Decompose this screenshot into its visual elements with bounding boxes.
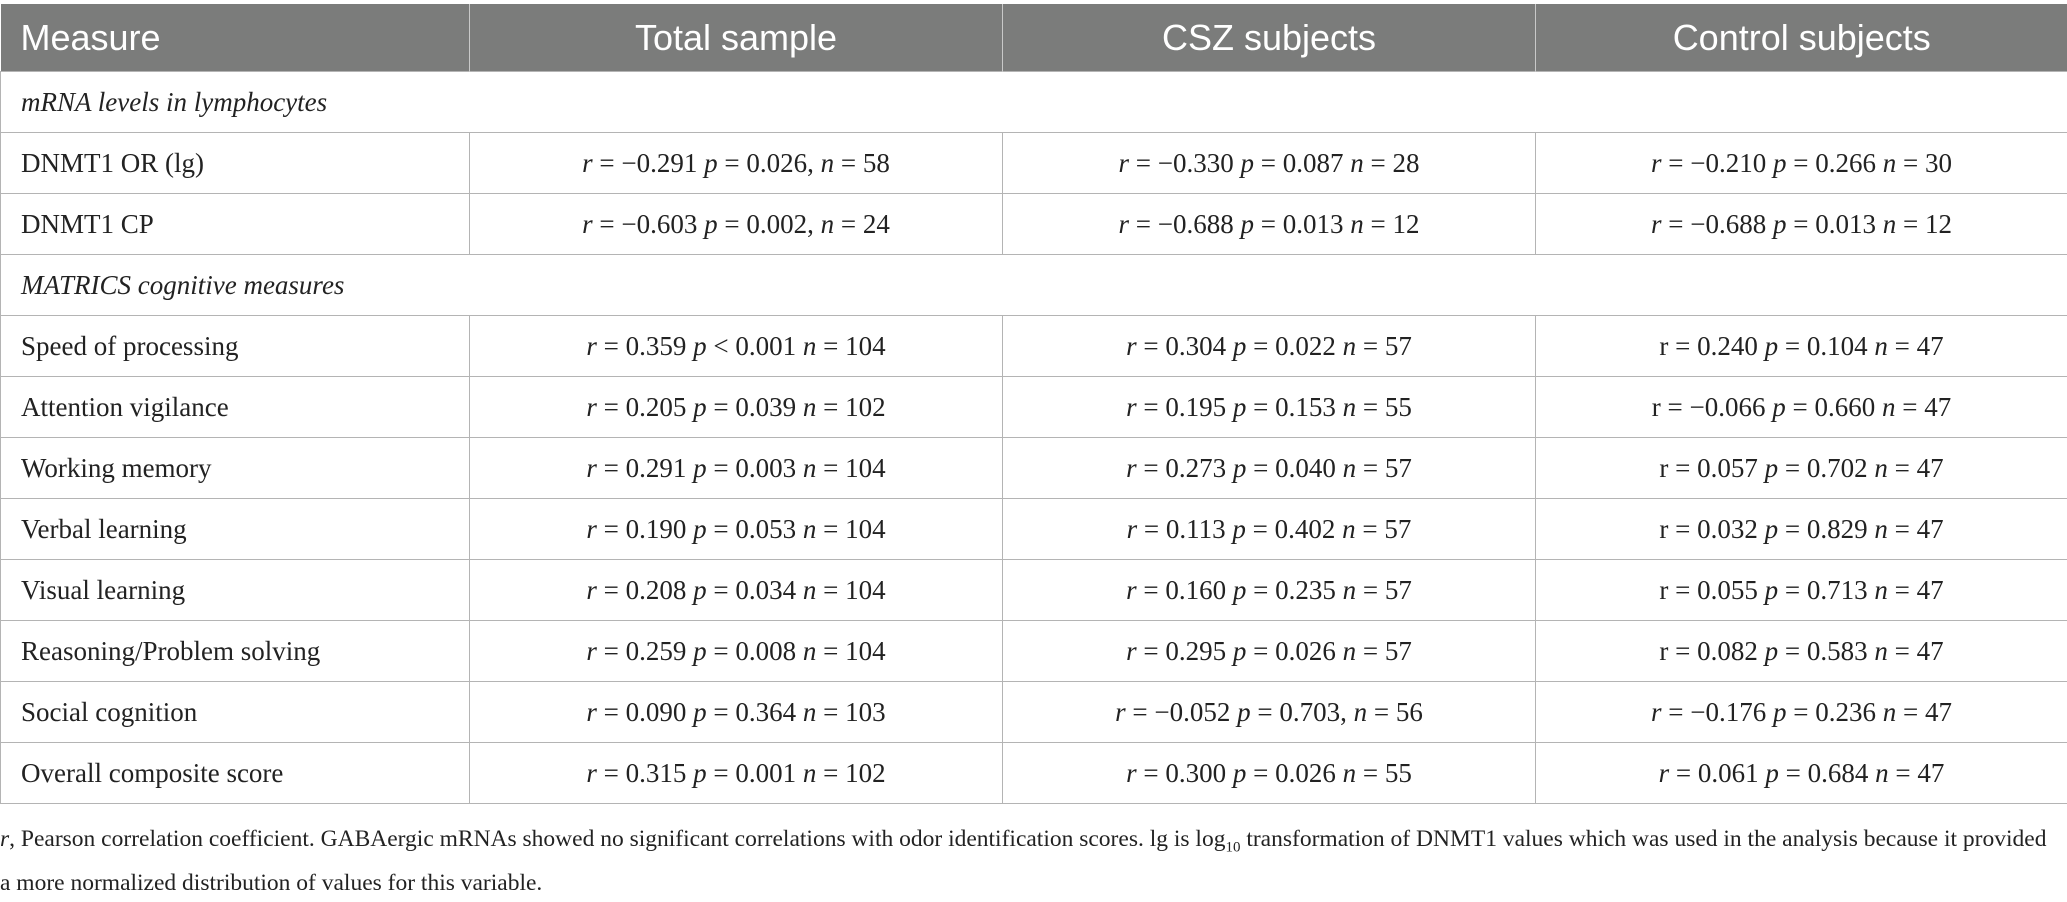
cell-control: r = 0.055 p = 0.713 n = 47 <box>1535 559 2067 621</box>
cell-control: r = −0.688 p = 0.013 n = 12 <box>1535 193 2067 255</box>
cell-total: r = 0.359 p < 0.001 n = 104 <box>469 315 1003 377</box>
header-measure: Measure <box>0 4 470 72</box>
section-label-matrics: MATRICS cognitive measures <box>0 254 2067 316</box>
cell-csz: r = 0.273 p = 0.040 n = 57 <box>1002 437 1536 499</box>
table-row: DNMT1 OR (lg) r = −0.291 p = 0.026, n = … <box>0 132 2067 194</box>
row-label: DNMT1 CP <box>0 193 470 255</box>
cell-control: r = 0.057 p = 0.702 n = 47 <box>1535 437 2067 499</box>
cell-control: r = −0.210 p = 0.266 n = 30 <box>1535 132 2067 194</box>
cell-csz: r = −0.688 p = 0.013 n = 12 <box>1002 193 1536 255</box>
cell-total: r = 0.190 p = 0.053 n = 104 <box>469 498 1003 560</box>
row-label: Working memory <box>0 437 470 499</box>
table-row: Working memory r = 0.291 p = 0.003 n = 1… <box>0 437 2067 499</box>
correlation-table-container: Measure Total sample CSZ subjects Contro… <box>0 4 2067 804</box>
row-label: Speed of processing <box>0 315 470 377</box>
row-label: Overall composite score <box>0 742 470 804</box>
table-row: Social cognition r = 0.090 p = 0.364 n =… <box>0 681 2067 743</box>
cell-csz: r = 0.113 p = 0.402 n = 57 <box>1002 498 1536 560</box>
table-row: DNMT1 CP r = −0.603 p = 0.002, n = 24 r … <box>0 193 2067 255</box>
cell-control: r = 0.240 p = 0.104 n = 47 <box>1535 315 2067 377</box>
cell-total: r = 0.208 p = 0.034 n = 104 <box>469 559 1003 621</box>
cell-control: r = 0.082 p = 0.583 n = 47 <box>1535 620 2067 682</box>
header-total-sample: Total sample <box>469 4 1003 72</box>
cell-csz: r = −0.330 p = 0.087 n = 28 <box>1002 132 1536 194</box>
table-row: Overall composite score r = 0.315 p = 0.… <box>0 742 2067 804</box>
cell-csz: r = 0.304 p = 0.022 n = 57 <box>1002 315 1536 377</box>
cell-total: r = 0.259 p = 0.008 n = 104 <box>469 620 1003 682</box>
table-row: Speed of processing r = 0.359 p < 0.001 … <box>0 315 2067 377</box>
row-label: DNMT1 OR (lg) <box>0 132 470 194</box>
header-control-subjects: Control subjects <box>1535 4 2067 72</box>
section-row-mrna: mRNA levels in lymphocytes <box>0 71 2067 133</box>
table-row: Reasoning/Problem solving r = 0.259 p = … <box>0 620 2067 682</box>
correlation-table: Measure Total sample CSZ subjects Contro… <box>0 4 2067 804</box>
cell-total: r = −0.291 p = 0.026, n = 58 <box>469 132 1003 194</box>
table-header-row: Measure Total sample CSZ subjects Contro… <box>0 4 2067 72</box>
cell-control: r = 0.061 p = 0.684 n = 47 <box>1535 742 2067 804</box>
cell-control: r = −0.176 p = 0.236 n = 47 <box>1535 681 2067 743</box>
cell-total: r = 0.291 p = 0.003 n = 104 <box>469 437 1003 499</box>
section-row-matrics: MATRICS cognitive measures <box>0 254 2067 316</box>
table-row: Verbal learning r = 0.190 p = 0.053 n = … <box>0 498 2067 560</box>
cell-csz: r = 0.295 p = 0.026 n = 57 <box>1002 620 1536 682</box>
row-label: Visual learning <box>0 559 470 621</box>
cell-total: r = −0.603 p = 0.002, n = 24 <box>469 193 1003 255</box>
section-label-mrna: mRNA levels in lymphocytes <box>0 71 2067 133</box>
cell-total: r = 0.090 p = 0.364 n = 103 <box>469 681 1003 743</box>
cell-control: r = −0.066 p = 0.660 n = 47 <box>1535 376 2067 438</box>
table-row: Visual learning r = 0.208 p = 0.034 n = … <box>0 559 2067 621</box>
cell-total: r = 0.315 p = 0.001 n = 102 <box>469 742 1003 804</box>
cell-csz: r = 0.195 p = 0.153 n = 55 <box>1002 376 1536 438</box>
row-label: Reasoning/Problem solving <box>0 620 470 682</box>
table-row: Attention vigilance r = 0.205 p = 0.039 … <box>0 376 2067 438</box>
cell-csz: r = 0.300 p = 0.026 n = 55 <box>1002 742 1536 804</box>
row-label: Verbal learning <box>0 498 470 560</box>
cell-csz: r = −0.052 p = 0.703, n = 56 <box>1002 681 1536 743</box>
cell-total: r = 0.205 p = 0.039 n = 102 <box>469 376 1003 438</box>
cell-csz: r = 0.160 p = 0.235 n = 57 <box>1002 559 1536 621</box>
row-label: Social cognition <box>0 681 470 743</box>
header-csz-subjects: CSZ subjects <box>1002 4 1536 72</box>
cell-control: r = 0.032 p = 0.829 n = 47 <box>1535 498 2067 560</box>
row-label: Attention vigilance <box>0 376 470 438</box>
table-footnote: r, Pearson correlation coefficient. GABA… <box>0 826 2047 896</box>
